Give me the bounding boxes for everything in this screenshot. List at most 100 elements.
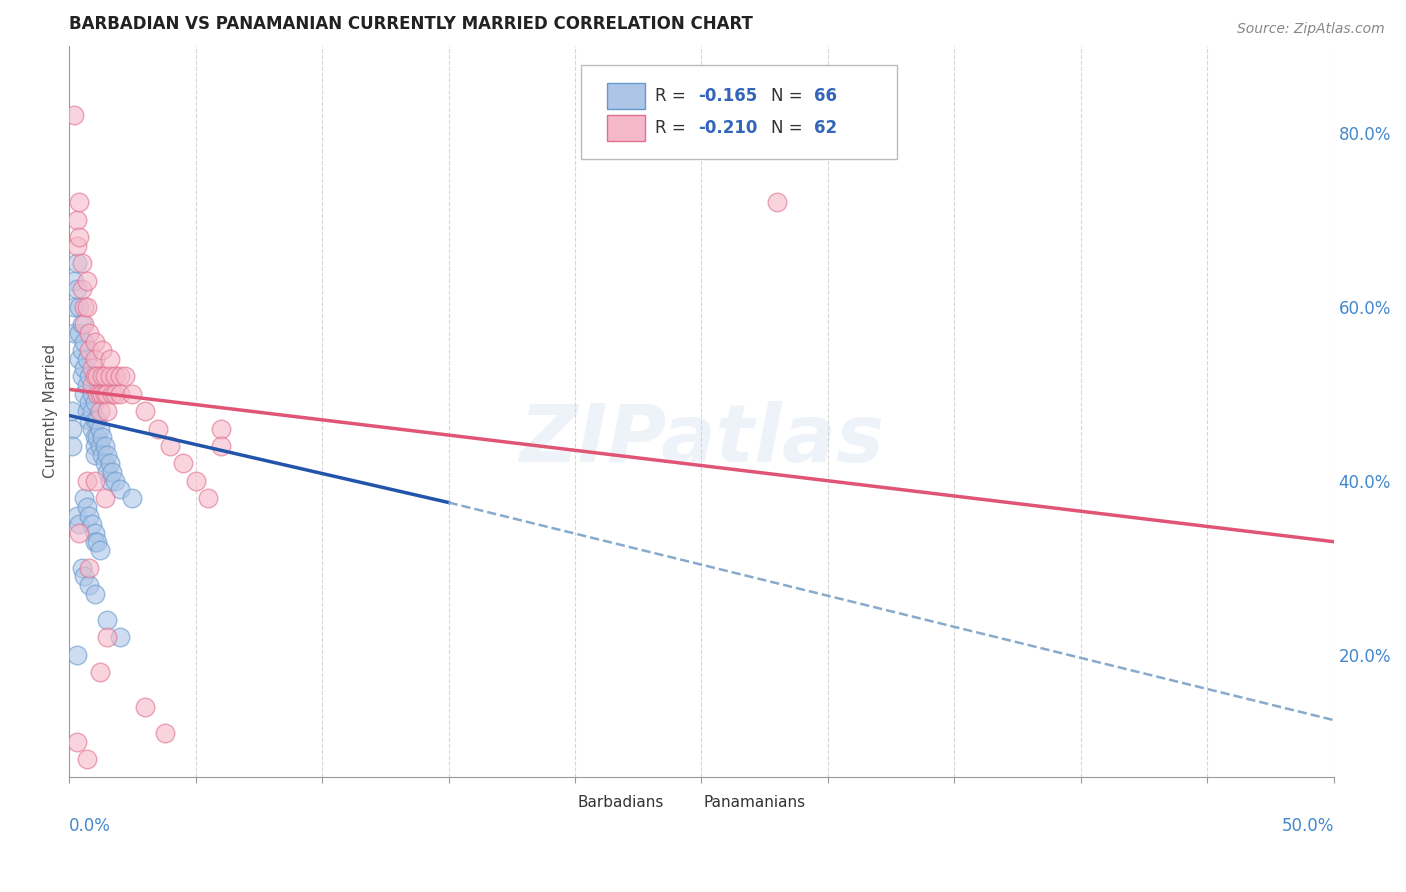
Point — [155, 726, 177, 740]
Point — [73, 386, 96, 401]
Text: 66: 66 — [814, 87, 837, 105]
Point — [76, 378, 98, 392]
FancyBboxPatch shape — [581, 65, 897, 159]
Text: R =: R = — [655, 120, 690, 137]
Point — [93, 491, 115, 505]
Point — [93, 369, 115, 384]
Point — [66, 508, 89, 523]
Point — [83, 351, 105, 366]
Point — [67, 526, 90, 541]
Point — [66, 282, 89, 296]
Point — [98, 456, 121, 470]
Point — [96, 613, 118, 627]
Point — [76, 300, 98, 314]
Bar — [664, 795, 695, 811]
Point — [80, 378, 103, 392]
Point — [63, 274, 86, 288]
Point — [79, 369, 101, 384]
Point — [101, 465, 124, 479]
Point — [134, 700, 156, 714]
Point — [76, 351, 98, 366]
Point — [96, 404, 118, 418]
Point — [91, 430, 114, 444]
Text: ZIPatlas: ZIPatlas — [519, 401, 884, 479]
Point — [79, 326, 101, 340]
Point — [108, 483, 131, 497]
Point — [98, 369, 121, 384]
Point — [96, 465, 118, 479]
Point — [104, 386, 127, 401]
Point — [70, 343, 93, 358]
Point — [83, 413, 105, 427]
Point — [83, 430, 105, 444]
Point — [108, 386, 131, 401]
Point — [60, 439, 83, 453]
Text: -0.165: -0.165 — [697, 87, 756, 105]
Point — [63, 108, 86, 122]
Point — [108, 631, 131, 645]
Point — [79, 395, 101, 409]
Point — [197, 491, 219, 505]
Point — [83, 474, 105, 488]
Point — [89, 543, 111, 558]
Point — [76, 274, 98, 288]
Point — [86, 430, 108, 444]
Point — [86, 386, 108, 401]
Point — [66, 735, 89, 749]
Point — [209, 421, 232, 435]
Point — [63, 300, 86, 314]
Point — [66, 239, 89, 253]
Point — [66, 256, 89, 270]
Point — [67, 300, 90, 314]
Text: -0.210: -0.210 — [697, 120, 756, 137]
Text: BARBADIAN VS PANAMANIAN CURRENTLY MARRIED CORRELATION CHART: BARBADIAN VS PANAMANIAN CURRENTLY MARRIE… — [69, 15, 754, 33]
Point — [76, 474, 98, 488]
Bar — [606, 83, 644, 109]
Point — [83, 334, 105, 349]
Point — [60, 421, 83, 435]
Point — [67, 230, 90, 244]
Text: R =: R = — [655, 87, 690, 105]
Point — [104, 474, 127, 488]
Point — [76, 404, 98, 418]
Point — [67, 351, 90, 366]
Point — [83, 587, 105, 601]
Text: N =: N = — [770, 87, 808, 105]
Point — [114, 369, 136, 384]
Point — [79, 578, 101, 592]
Bar — [537, 795, 568, 811]
Point — [98, 474, 121, 488]
Point — [86, 369, 108, 384]
Point — [76, 752, 98, 766]
Point — [76, 500, 98, 514]
Point — [89, 404, 111, 418]
Text: 62: 62 — [814, 120, 837, 137]
Point — [172, 456, 194, 470]
Point — [67, 195, 90, 210]
Point — [108, 369, 131, 384]
Point — [98, 351, 121, 366]
Point — [159, 439, 181, 453]
Point — [93, 386, 115, 401]
Point — [80, 421, 103, 435]
Point — [63, 326, 86, 340]
Bar — [606, 115, 644, 142]
Point — [134, 404, 156, 418]
Point — [93, 456, 115, 470]
Point — [73, 491, 96, 505]
Point — [96, 386, 118, 401]
Point — [73, 569, 96, 583]
Point — [86, 534, 108, 549]
Point — [96, 631, 118, 645]
Point — [70, 282, 93, 296]
Point — [73, 334, 96, 349]
Point — [67, 517, 90, 532]
Text: N =: N = — [770, 120, 808, 137]
Y-axis label: Currently Married: Currently Married — [44, 344, 58, 478]
Point — [73, 360, 96, 375]
Point — [101, 386, 124, 401]
Point — [89, 386, 111, 401]
Point — [86, 413, 108, 427]
Point — [70, 317, 93, 331]
Text: Panamanians: Panamanians — [704, 796, 806, 811]
